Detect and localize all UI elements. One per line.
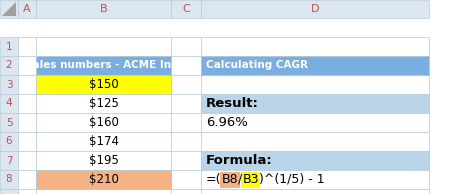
Text: B: B — [100, 4, 107, 14]
Text: 7: 7 — [6, 156, 12, 165]
Bar — [0, 170, 18, 189]
Bar — [171, 56, 201, 75]
Bar — [36, 94, 171, 113]
Bar — [241, 171, 260, 187]
Text: B8: B8 — [221, 173, 238, 186]
Bar — [18, 37, 36, 56]
Text: 3: 3 — [6, 80, 12, 89]
Bar — [18, 75, 36, 94]
Text: $210: $210 — [89, 173, 119, 186]
Bar — [201, 189, 429, 194]
Bar — [171, 113, 201, 132]
Bar — [220, 171, 240, 187]
Text: 1: 1 — [6, 42, 12, 51]
Bar — [201, 170, 429, 189]
Bar — [0, 189, 18, 194]
Bar — [171, 37, 201, 56]
Bar — [171, 0, 201, 18]
Bar — [36, 170, 171, 189]
Bar — [201, 75, 429, 94]
Bar — [0, 75, 18, 94]
Bar — [201, 56, 429, 75]
Text: )^(1/5) - 1: )^(1/5) - 1 — [259, 173, 325, 186]
Text: $195: $195 — [89, 154, 119, 167]
Text: 4: 4 — [6, 99, 12, 108]
Bar — [36, 113, 171, 132]
Bar — [201, 113, 429, 132]
Bar — [201, 151, 429, 170]
Bar — [18, 151, 36, 170]
Text: 2: 2 — [6, 61, 12, 70]
Bar — [201, 37, 429, 56]
Text: 5: 5 — [6, 118, 12, 127]
Text: C: C — [182, 4, 190, 14]
Bar — [171, 189, 201, 194]
Text: Formula:: Formula: — [206, 154, 273, 167]
Bar — [36, 132, 171, 151]
Polygon shape — [2, 2, 16, 16]
Bar — [36, 37, 171, 56]
Text: B3: B3 — [242, 173, 259, 186]
Bar — [18, 56, 36, 75]
Text: $150: $150 — [89, 78, 118, 91]
Bar — [36, 189, 171, 194]
Bar — [36, 56, 171, 75]
Bar — [18, 94, 36, 113]
Bar — [0, 113, 18, 132]
Bar — [201, 170, 429, 189]
Text: $174: $174 — [89, 135, 119, 148]
Bar — [201, 0, 429, 18]
Text: =(: =( — [206, 173, 221, 186]
Bar — [18, 170, 36, 189]
Bar — [36, 56, 171, 75]
Bar — [171, 151, 201, 170]
Text: $125: $125 — [89, 97, 119, 110]
Text: A: A — [23, 4, 31, 14]
Text: 9: 9 — [6, 193, 12, 194]
Bar — [36, 0, 171, 18]
Text: Result:: Result: — [206, 97, 259, 110]
Bar — [36, 151, 171, 170]
Bar — [201, 132, 429, 151]
Bar — [0, 151, 18, 170]
Bar — [171, 94, 201, 113]
Text: 6.96%: 6.96% — [206, 116, 248, 129]
Bar — [18, 189, 36, 194]
Bar — [18, 132, 36, 151]
Bar — [0, 37, 18, 56]
Bar — [201, 94, 429, 113]
Bar — [18, 113, 36, 132]
Bar — [201, 56, 429, 75]
Bar — [18, 0, 36, 18]
Bar — [171, 132, 201, 151]
Text: /: / — [238, 173, 242, 186]
Bar — [36, 170, 171, 189]
Bar — [201, 151, 429, 170]
Bar — [36, 75, 171, 94]
Bar — [0, 94, 18, 113]
Bar — [0, 56, 18, 75]
Bar — [201, 94, 429, 113]
Text: $160: $160 — [89, 116, 119, 129]
Text: Sales numbers - ACME Inc.: Sales numbers - ACME Inc. — [25, 61, 182, 70]
Bar — [36, 75, 171, 94]
Bar — [0, 132, 18, 151]
Bar — [171, 75, 201, 94]
Text: 6: 6 — [6, 137, 12, 146]
Text: 8: 8 — [6, 174, 12, 184]
Bar — [201, 113, 429, 132]
Text: D: D — [311, 4, 319, 14]
Text: Calculating CAGR: Calculating CAGR — [206, 61, 308, 70]
Bar — [0, 0, 18, 18]
Bar — [171, 170, 201, 189]
